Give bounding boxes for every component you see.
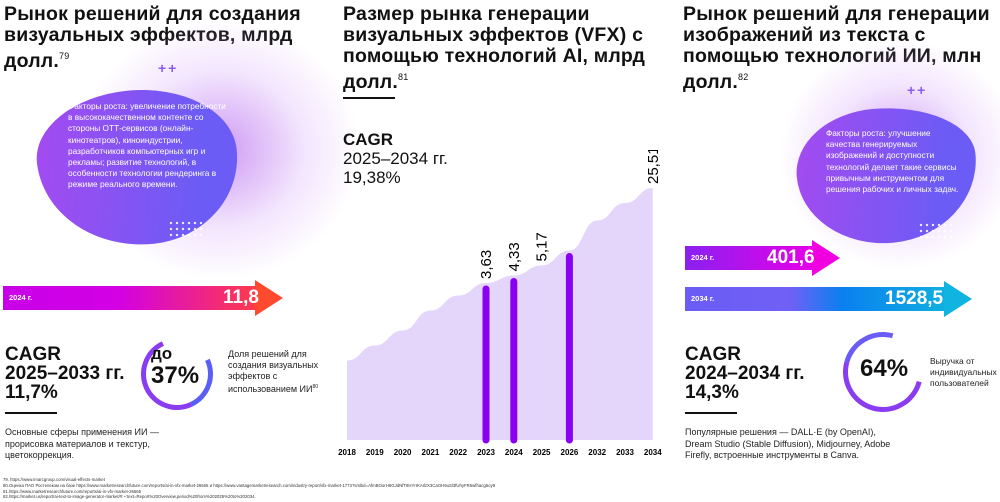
arrow-year: 2034 г. xyxy=(691,294,715,303)
value-label: 5,17 xyxy=(534,232,551,261)
plus-decoration-icon: ++ xyxy=(158,60,179,76)
divider xyxy=(685,412,737,414)
value-label: 4,33 xyxy=(506,242,523,271)
arrow-year: 2024 г. xyxy=(691,253,715,262)
arrow-value: 401,6 xyxy=(767,247,815,268)
divider xyxy=(343,97,395,99)
x-tick-label: 2019 xyxy=(366,448,384,457)
divider xyxy=(5,412,57,414)
middle-title: Размер рынка генерации визуальных эффект… xyxy=(343,3,646,93)
left-note: Основные сферы применения ИИ — прорисовк… xyxy=(5,427,159,460)
arrow-value: 11,8 xyxy=(223,287,259,308)
x-tick-label: 2021 xyxy=(422,448,440,457)
arrow-year: 2024 г. xyxy=(9,293,33,302)
dots-decoration xyxy=(168,220,204,240)
x-tick-label: 2032 xyxy=(588,448,606,457)
right-cagr: CAGR 2024–2034 гг. 14,3% xyxy=(685,344,805,403)
plus-decoration-icon: ++ xyxy=(907,82,928,98)
growth-factors-text: Факторы роста: увеличение потребности в … xyxy=(68,101,226,190)
x-tick-label: 2023 xyxy=(477,448,495,457)
dots-decoration xyxy=(918,222,954,242)
x-tick-label: 2025 xyxy=(533,448,551,457)
vfx-chart: 3,63 4,33 5,17 25,51 2018 2019 2020 2021 2022 20… xyxy=(338,150,662,457)
market-arrow-2024: 2024 г. 401,6 xyxy=(685,240,845,276)
x-tick-label: 2033 xyxy=(616,448,634,457)
share-value: 64% xyxy=(860,355,909,382)
share-caption: Доля решений для создания визуальных эфф… xyxy=(228,349,319,394)
growth-factors-text: Факторы роста: улучшение качества генери… xyxy=(826,128,959,195)
footnotes: 79. https://www.imarcgroup.com/visual-ef… xyxy=(3,477,496,500)
middle-cagr: CAGR 2025–2034 гг. 19,38% xyxy=(343,130,448,187)
right-note: Популярные решения — DALL·E (by OpenAI),… xyxy=(685,427,891,460)
share-prefix: до xyxy=(151,344,173,363)
market-arrow-2024: 2024 г. 11,8 xyxy=(3,280,285,316)
x-tick-label: 2026 xyxy=(561,448,579,457)
x-tick-label: 2034 xyxy=(644,448,662,457)
share-value: 37% xyxy=(151,362,200,389)
arrow-value: 1528,5 xyxy=(885,288,944,309)
market-arrow-2034: 2034 г. 1528,5 xyxy=(685,281,980,317)
area-background xyxy=(347,188,653,440)
value-label: 3,63 xyxy=(478,250,495,279)
x-tick-label: 2018 xyxy=(338,448,356,457)
x-tick-label: 2024 xyxy=(505,448,523,457)
share-caption: Выручка от индивидуальных пользователей xyxy=(930,356,997,388)
x-tick-label: 2022 xyxy=(449,448,467,457)
x-tick-label: 2020 xyxy=(394,448,412,457)
left-cagr: CAGR 2025–2033 гг. 11,7% xyxy=(5,344,125,403)
value-label: 25,51 xyxy=(645,150,662,184)
